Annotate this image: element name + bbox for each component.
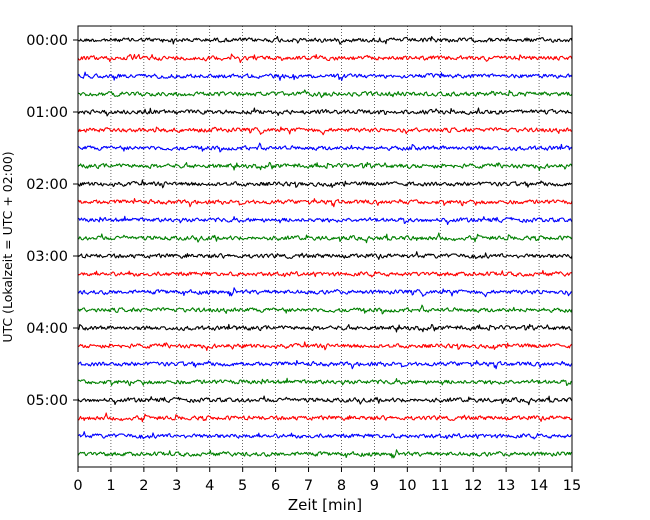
trace-line	[77, 287, 573, 298]
x-tick-label: 5	[238, 478, 247, 494]
y-tick-label: 00:00	[26, 33, 68, 49]
trace-line	[77, 377, 573, 387]
trace-line	[77, 161, 573, 172]
trace-line	[77, 35, 573, 45]
x-tick-label: 13	[497, 478, 515, 494]
trace-line	[77, 359, 573, 370]
trace-line	[77, 449, 573, 459]
x-tick-label: 14	[530, 478, 548, 494]
trace-line	[77, 269, 573, 278]
y-tick-label: 03:00	[26, 249, 68, 265]
trace-line	[77, 395, 573, 406]
trace-line	[77, 232, 573, 244]
seismic-traces	[77, 35, 573, 459]
y-tick-label: 04:00	[26, 321, 68, 337]
trace-line	[77, 142, 573, 153]
trace-line	[77, 107, 573, 117]
trace-line	[77, 412, 573, 423]
y-axis-label: UTC (Lokalzeit = UTC + 02:00)	[0, 151, 15, 342]
x-tick-label: 11	[431, 478, 449, 494]
x-tick-label: 1	[106, 478, 115, 494]
x-tick-label: 7	[304, 478, 313, 494]
x-tick-label: 3	[172, 478, 181, 494]
x-tick-label: 10	[398, 478, 416, 494]
trace-line	[78, 215, 573, 226]
y-tick-label: 01:00	[26, 105, 68, 121]
trace-line	[77, 341, 573, 352]
trace-line	[77, 53, 573, 64]
trace-line	[77, 126, 573, 136]
x-tick-label: 8	[337, 478, 346, 494]
x-tick-label: 2	[139, 478, 148, 494]
x-tick-label: 15	[563, 478, 581, 494]
x-tick-label: 9	[370, 478, 379, 494]
plot-frame	[77, 25, 573, 468]
trace-line	[77, 179, 573, 189]
x-tick-label: 12	[464, 478, 482, 494]
x-tick-label: 0	[73, 478, 82, 494]
y-axis: 00:00 01:00 02:00 03:00 04:00 05:00	[26, 33, 78, 409]
trace-line	[77, 304, 573, 315]
trace-line	[77, 323, 573, 333]
y-tick-label: 02:00	[26, 177, 68, 193]
trace-line	[77, 89, 573, 99]
trace-line	[77, 431, 573, 440]
x-axis-label: Zeit [min]	[288, 496, 362, 514]
x-axis: 0 1 2 3 4 5 6 7 8 9 10 11 12 13 14 15	[73, 467, 581, 494]
trace-line	[77, 71, 573, 81]
trace-line	[77, 197, 573, 208]
x-tick-label: 6	[271, 478, 280, 494]
y-tick-label: 05:00	[26, 393, 68, 409]
x-tick-label: 4	[205, 478, 214, 494]
trace-line	[77, 251, 573, 260]
